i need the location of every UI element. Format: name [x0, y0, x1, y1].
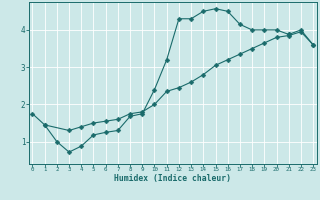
X-axis label: Humidex (Indice chaleur): Humidex (Indice chaleur): [114, 174, 231, 183]
